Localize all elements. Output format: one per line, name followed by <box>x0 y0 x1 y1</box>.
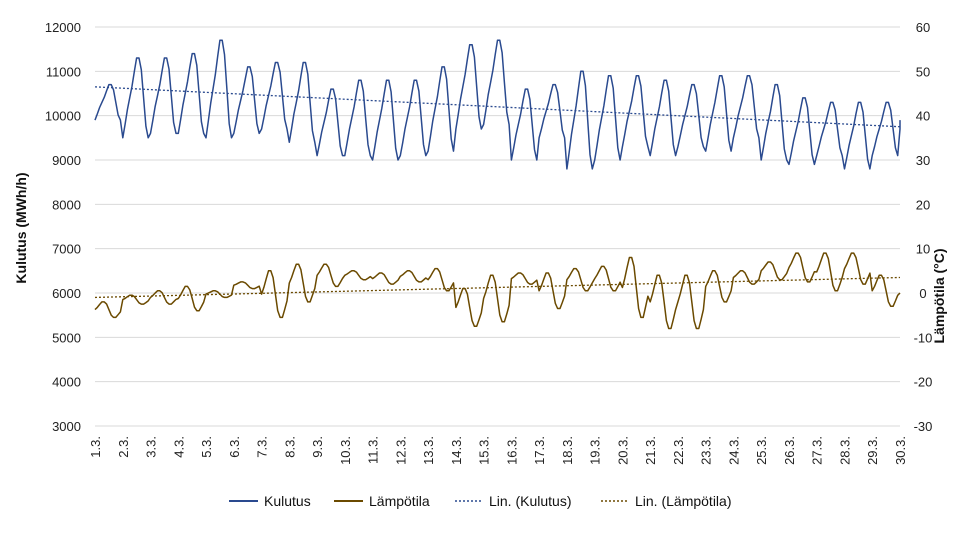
x-tick-label: 5.3. <box>199 436 214 458</box>
x-tick-label: 2.3. <box>116 436 131 458</box>
x-tick-label: 28.3. <box>837 436 852 465</box>
y-right-tick-label: 50 <box>916 64 930 79</box>
x-tick-label: 23.3. <box>699 436 714 465</box>
legend-label-lin-lampotila: Lin. (Lämpötila) <box>635 493 732 509</box>
x-tick-label: 16.3. <box>504 436 519 465</box>
x-tick-label: 29.3. <box>865 436 880 465</box>
x-tick-label: 4.3. <box>171 436 186 458</box>
x-tick-label: 9.3. <box>310 436 325 458</box>
x-tick-label: 3.3. <box>144 436 159 458</box>
y-right-tick-label: 30 <box>916 153 930 168</box>
y-axis-right-title: Lämpötila (°C) <box>931 248 947 343</box>
x-tick-label: 19.3. <box>588 436 603 465</box>
y-left-tick-label: 7000 <box>52 242 81 257</box>
legend-label-lampotila: Lämpötila <box>369 493 430 509</box>
x-tick-label: 12.3. <box>393 436 408 465</box>
x-tick-label: 26.3. <box>782 436 797 465</box>
gridlines <box>95 26 900 427</box>
y-left-tick-label: 5000 <box>52 330 81 345</box>
legend-label-kulutus: Kulutus <box>264 493 311 509</box>
x-tick-label: 15.3. <box>477 436 492 465</box>
y-left-tick-label: 9000 <box>52 153 81 168</box>
x-tick-label: 1.3. <box>88 436 103 458</box>
y-left-tick-label: 10000 <box>45 109 81 124</box>
y-left-tick-label: 6000 <box>52 286 81 301</box>
series-group <box>94 39 901 330</box>
x-tick-label: 14.3. <box>449 436 464 465</box>
y-right-tick-label: 20 <box>916 197 930 212</box>
y-right-tick-label: -30 <box>914 419 933 434</box>
y-right-tick-label: -10 <box>914 330 933 345</box>
x-axis-ticks: 1.3. 2.3. 3.3. 4.3. 5.3. 6.3. 7.3. 8.3. 9.3. 10.3… <box>88 436 908 465</box>
x-tick-label: 20.3. <box>615 436 630 465</box>
x-tick-label: 11.3. <box>366 436 381 464</box>
y-right-tick-label: -20 <box>914 375 933 390</box>
y-right-tick-label: 40 <box>916 109 930 124</box>
series-line-kulutus <box>94 39 901 170</box>
x-tick-label: 25.3. <box>754 436 769 465</box>
series-line-lampotila <box>94 252 901 330</box>
y-left-tick-label: 8000 <box>52 197 81 212</box>
x-tick-label: 24.3. <box>726 436 741 465</box>
y-axis-left-title: Kulutus (MWh/h) <box>13 172 29 283</box>
x-tick-label: 21.3. <box>643 436 658 465</box>
y-left-tick-label: 11000 <box>46 64 81 79</box>
x-tick-label: 7.3. <box>255 436 270 458</box>
x-tick-label: 18.3. <box>560 436 575 465</box>
y-left-tick-label: 3000 <box>52 419 81 434</box>
x-tick-label: 6.3. <box>227 436 242 458</box>
y-right-tick-label: 10 <box>916 242 930 257</box>
legend-label-lin-kulutus: Lin. (Kulutus) <box>489 493 571 509</box>
y-left-tick-label: 4000 <box>52 375 81 390</box>
legend: Kulutus Lämpötila Lin. (Kulutus) Lin. (L… <box>229 493 732 509</box>
y-right-tick-label: 60 <box>916 20 930 35</box>
x-tick-label: 13.3. <box>421 436 436 465</box>
y-axis-left-ticks: 3000 4000 5000 6000 7000 8000 9000 10000 11000 12… <box>45 20 81 434</box>
x-tick-label: 8.3. <box>282 436 297 458</box>
y-left-tick-label: 12000 <box>45 20 81 35</box>
x-tick-label: 27.3. <box>810 436 825 465</box>
y-right-tick-label: 0 <box>919 286 926 301</box>
x-tick-label: 30.3. <box>893 436 908 465</box>
x-tick-label: 17.3. <box>532 436 547 465</box>
x-tick-label: 22.3. <box>671 436 686 465</box>
y-axis-right-ticks: -30 -20 -10 0 10 20 30 40 50 60 <box>914 20 933 434</box>
x-tick-label: 10.3. <box>338 436 353 465</box>
